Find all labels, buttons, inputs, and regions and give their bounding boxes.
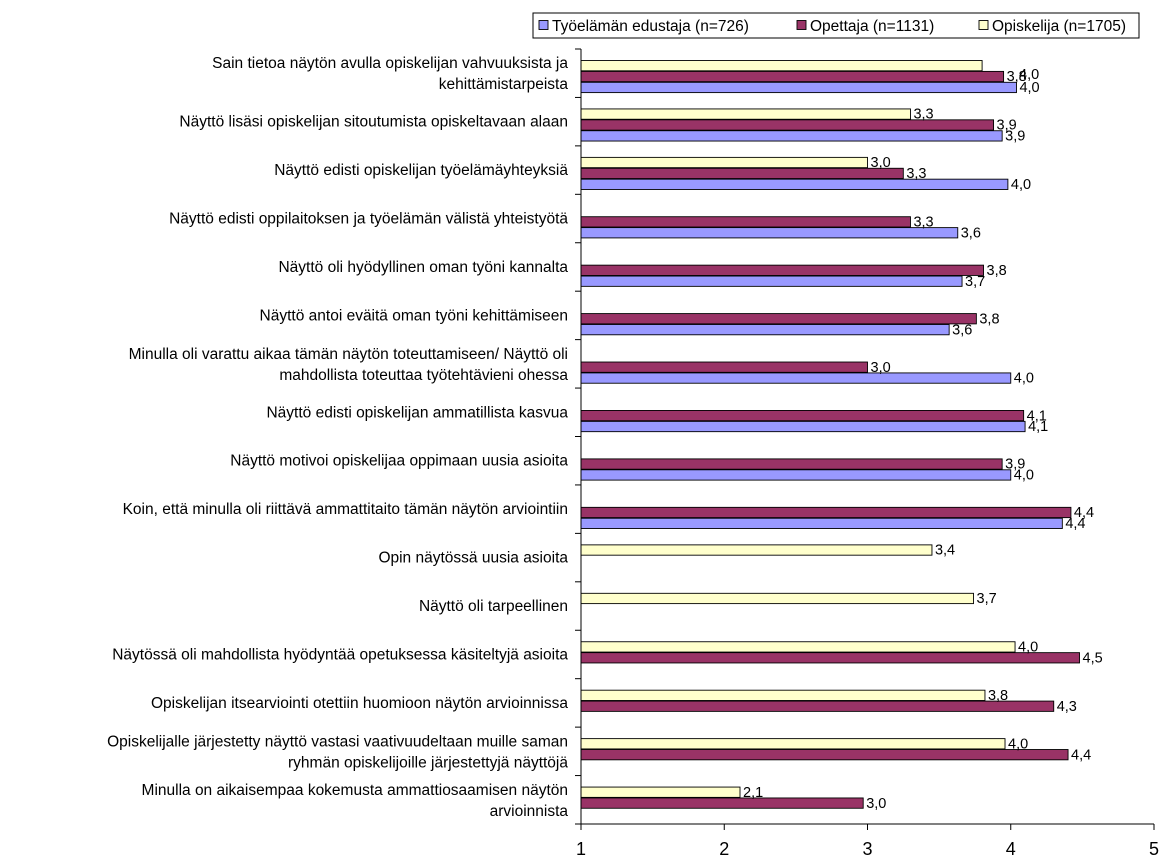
category-label-15: Minulla on aikaisempaa kokemusta ammatti…: [142, 782, 569, 820]
category-labels-layer: Sain tietoa näytön avulla opiskelijan va…: [107, 55, 568, 820]
bar-series2-cat5: [580, 324, 950, 336]
value-label-series2-cat9: 4,4: [1065, 516, 1085, 532]
value-label-series1-cat12: 4,5: [1083, 650, 1103, 666]
value-label-series2-cat6: 4,0: [1014, 371, 1034, 387]
bar-series1-cat7: [580, 410, 1025, 422]
category-label-5: Näyttö antoi eväitä oman työni kehittämi…: [260, 307, 568, 324]
category-label-10: Opin näytössä uusia asioita: [378, 550, 568, 567]
value-label-series1-cat8: 3,9: [1005, 457, 1025, 473]
bar-series0-cat10: [580, 544, 933, 556]
bar-series1-cat4: [580, 264, 984, 276]
bar-series2-cat2: [580, 178, 1009, 190]
bar-series1-cat5: [580, 313, 977, 325]
value-label-series1-cat14: 4,4: [1071, 747, 1091, 763]
bar-series1-cat0: [580, 70, 1005, 83]
value-label-series1-cat4: 3,8: [987, 263, 1007, 279]
legend-label-1: Opettaja (n=1131): [810, 18, 934, 35]
bar-series2-cat3: [580, 227, 959, 239]
value-label-series1-cat1: 3,9: [997, 118, 1017, 134]
category-label-11: Näyttö oli tarpeellinen: [419, 598, 568, 615]
value-label-series0-cat14: 4,0: [1008, 736, 1028, 752]
value-label-series2-cat7: 4,1: [1028, 419, 1048, 435]
x-tick-label-0: 1: [576, 839, 586, 859]
value-label-series0-cat10: 3,4: [935, 543, 955, 559]
bar-series1-cat8: [580, 458, 1003, 470]
value-label-series0-cat11: 3,7: [977, 591, 997, 607]
bar-series0-cat13: [580, 689, 986, 701]
x-tick-label-3: 4: [1006, 839, 1016, 859]
bar-series2-cat6: [580, 372, 1012, 384]
bar-series2-cat9: [580, 517, 1063, 529]
value-label-series0-cat13: 3,8: [988, 688, 1008, 704]
bar-series2-cat4: [580, 275, 963, 287]
value-label-series1-cat6: 3,0: [871, 360, 891, 376]
legend: Työelämän edustaja (n=726) Opettaja (n=11…: [532, 12, 1140, 39]
bar-series1-cat15: [580, 797, 864, 809]
bar-series1-cat3: [580, 216, 911, 228]
category-label-13: Opiskelijan itsearviointi otettiin huomi…: [151, 695, 568, 712]
value-label-series1-cat9: 4,4: [1074, 505, 1094, 521]
value-label-series1-cat7: 4,1: [1027, 408, 1047, 424]
value-label-series1-cat3: 3,3: [913, 215, 933, 231]
value-label-series0-cat12: 4,0: [1018, 640, 1038, 656]
category-label-4: Näyttö oli hyödyllinen oman työni kannal…: [278, 259, 568, 276]
value-label-series2-cat5: 3,6: [952, 322, 972, 338]
axes-layer: 1 2 3 4 5: [575, 48, 1159, 859]
legend-label-2: Opiskelija (n=1705): [992, 18, 1126, 35]
x-tick-label-2: 3: [862, 839, 872, 859]
bar-series1-cat13: [580, 700, 1055, 712]
bar-series2-cat8: [580, 469, 1012, 481]
category-label-8: Näyttö motivoi opiskelijaa oppimaan uusi…: [230, 453, 568, 470]
category-label-9: Koin, että minulla oli riittävä ammattit…: [123, 501, 568, 518]
category-label-0: Sain tietoa näytön avulla opiskelijan va…: [212, 55, 568, 93]
value-label-series2-cat8: 4,0: [1014, 468, 1034, 484]
legend-box: [532, 12, 1140, 39]
value-label-series0-cat15: 2,1: [743, 785, 763, 801]
value-label-series2-cat0: 4,0: [1019, 80, 1039, 96]
category-label-14: Opiskelijalle järjestetty näyttö vastasi…: [107, 733, 568, 771]
value-label-series1-cat0: 3,8: [1007, 69, 1027, 85]
value-label-series1-cat5: 3,8: [979, 311, 999, 327]
bar-series1-cat14: [580, 749, 1069, 761]
bar-series0-cat0: [580, 60, 983, 72]
category-label-7: Näyttö edisti opiskelijan ammatillista k…: [266, 404, 568, 421]
bars-layer: [580, 60, 1080, 809]
value-label-series2-cat4: 3,7: [965, 274, 985, 290]
value-label-series2-cat2: 4,0: [1011, 177, 1031, 193]
bar-series0-cat12: [580, 641, 1016, 653]
bar-series2-cat0: [580, 81, 1017, 94]
bar-series1-cat9: [580, 506, 1072, 519]
x-tick-label-1: 2: [719, 839, 729, 859]
category-label-2: Näyttö edisti opiskelijan työelämäyhteyk…: [274, 162, 568, 179]
bar-series2-cat1: [580, 130, 1003, 142]
value-label-series0-cat1: 3,3: [913, 107, 933, 123]
bar-series0-cat2: [580, 156, 868, 169]
category-label-6: Minulla oli varattu aikaa tämän näytön t…: [129, 346, 569, 384]
category-label-12: Näytössä oli mahdollista hyödyntää opetu…: [112, 646, 568, 663]
value-label-series1-cat15: 3,0: [866, 796, 886, 812]
bar-series1-cat2: [580, 167, 904, 180]
bar-series0-cat14: [580, 738, 1006, 750]
bar-series1-cat12: [580, 652, 1080, 664]
bar-series0-cat11: [580, 592, 974, 605]
value-label-series2-cat3: 3,6: [961, 225, 981, 241]
value-label-series0-cat2: 3,0: [871, 155, 891, 171]
value-label-series1-cat2: 3,3: [906, 166, 926, 182]
category-label-3: Näyttö edisti oppilaitoksen ja työelämän…: [169, 211, 568, 228]
value-label-series1-cat13: 4,3: [1057, 699, 1077, 715]
value-label-series2-cat1: 3,9: [1005, 129, 1025, 145]
value-labels-layer: 3,84,03,33,93,93,03,34,03,33,63,83,73,83…: [743, 67, 1103, 812]
legend-swatch-0: [538, 20, 549, 30]
legend-label-0: Työelämän edustaja (n=726): [552, 18, 749, 35]
bar-series1-cat6: [580, 361, 868, 373]
extra-value-label-0: 4,0: [1019, 67, 1039, 83]
category-label-1: Näyttö lisäsi opiskelijan sitoutumista o…: [179, 114, 568, 131]
bar-series2-cat7: [580, 420, 1026, 433]
bar-series0-cat1: [580, 108, 911, 120]
legend-swatch-1: [796, 20, 807, 30]
x-tick-label-4: 5: [1149, 839, 1159, 859]
legend-swatch-2: [978, 20, 989, 30]
bar-series0-cat15: [580, 786, 741, 798]
